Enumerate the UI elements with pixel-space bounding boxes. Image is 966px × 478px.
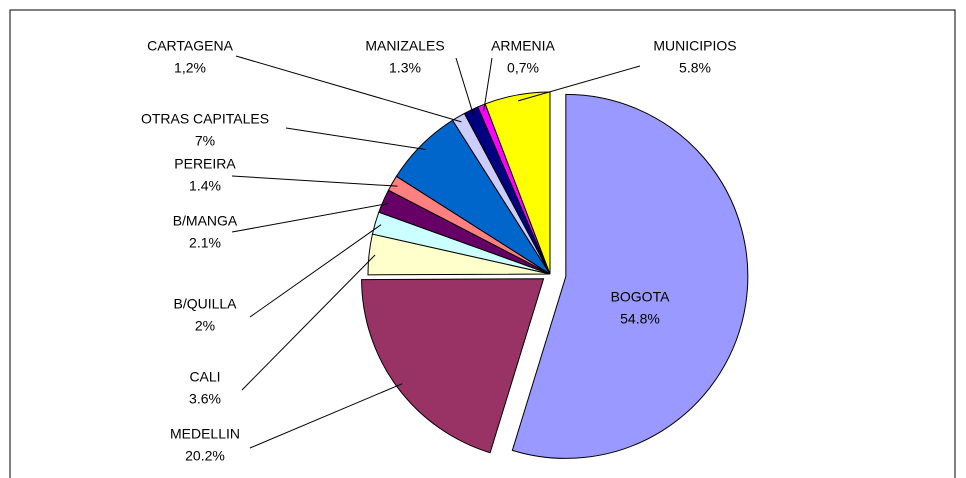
slice-label: B/MANGA (173, 213, 238, 229)
leader-line (231, 202, 389, 233)
slice-value-label: 20.2% (185, 448, 225, 464)
leader-line (241, 254, 376, 391)
leader-line (249, 383, 403, 449)
slice-label: BOGOTA (611, 289, 671, 305)
leader-line (455, 57, 475, 116)
leader-line (231, 175, 398, 187)
slice-label: CARTAGENA (147, 38, 233, 54)
slice-value-label: 2% (195, 318, 215, 334)
slice-label: ARMENIA (491, 38, 555, 54)
leader-line (249, 224, 382, 318)
slice-value-label: 5.8% (679, 60, 711, 76)
slice-value-label: 0,7% (507, 60, 539, 76)
pie-slice (511, 93, 749, 459)
leader-line (518, 65, 641, 102)
slice-value-label: 1,2% (174, 60, 206, 76)
slice-label: MEDELLIN (170, 426, 240, 442)
leader-line (483, 57, 493, 112)
slice-value-label: 2.1% (189, 235, 221, 251)
slice-value-label: 7% (195, 133, 215, 149)
slice-label: MUNICIPIOS (653, 38, 736, 54)
slice-value-label: 1.4% (189, 178, 221, 194)
slice-value-label: 54.8% (620, 311, 660, 327)
slice-label: B/QUILLA (173, 296, 237, 312)
slice-label: PEREIRA (174, 156, 236, 172)
leader-line (285, 127, 426, 150)
leader-line (235, 55, 462, 123)
slice-label: OTRAS CAPITALES (141, 111, 269, 127)
slice-value-label: 3.6% (189, 391, 221, 407)
slice-label: CALI (189, 369, 220, 385)
pie-slice (361, 278, 545, 454)
slice-label: MANIZALES (365, 38, 444, 54)
slice-value-label: 1.3% (389, 60, 421, 76)
